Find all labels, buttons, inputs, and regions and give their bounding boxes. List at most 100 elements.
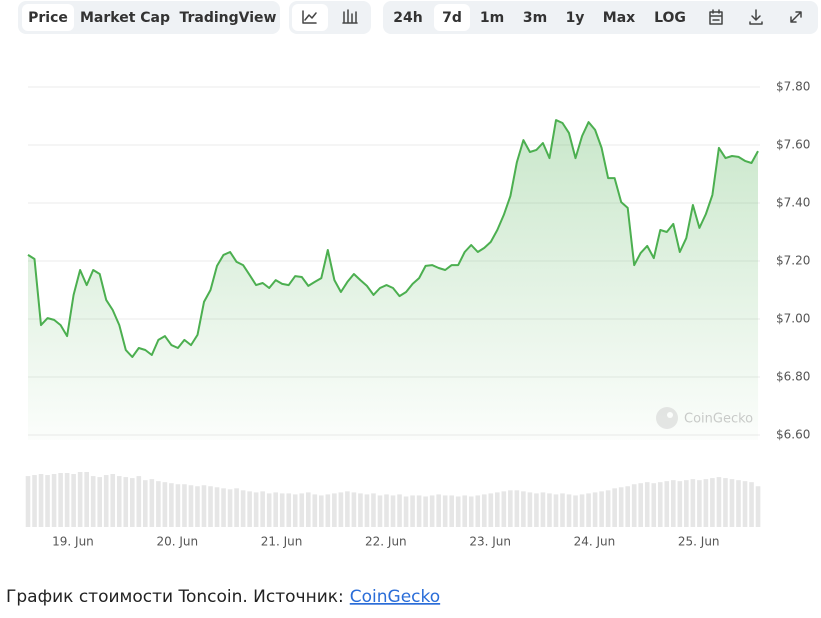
- price-area: [28, 120, 759, 440]
- volume-bar: [736, 480, 741, 527]
- price-line: [27, 119, 759, 358]
- candle-chart-button[interactable]: [342, 9, 358, 24]
- volume-bar: [227, 489, 233, 527]
- volume-bar: [716, 477, 722, 527]
- volume-bar: [755, 486, 761, 527]
- x-tick-label: 20. Jun: [156, 535, 198, 549]
- volume-bar: [214, 487, 220, 527]
- volume-bar: [455, 496, 461, 527]
- volume-bar: [501, 491, 507, 527]
- x-tick-label: 22. Jun: [365, 535, 407, 549]
- volume-bar: [481, 494, 487, 527]
- volume-bar: [149, 479, 155, 527]
- volume-bar: [579, 494, 585, 527]
- tab-button[interactable]: TradingView: [180, 10, 277, 26]
- y-tick-label: $7.40: [776, 196, 810, 210]
- volume-bar: [397, 494, 402, 527]
- volume-bar: [416, 495, 422, 527]
- volume-bar: [25, 476, 31, 527]
- volume-bar: [508, 490, 513, 527]
- volume-bar: [618, 487, 624, 527]
- volume-bar: [703, 479, 709, 527]
- range-button[interactable]: 7d: [434, 4, 470, 31]
- button-label: LOG: [654, 10, 686, 26]
- range-button[interactable]: LOG: [654, 10, 686, 26]
- volume-bar: [45, 475, 50, 527]
- volume-bar: [429, 495, 435, 527]
- x-tick-label: 25. Jun: [678, 535, 720, 549]
- range-button[interactable]: 3m: [523, 10, 547, 26]
- watermark: CoinGecko: [656, 407, 753, 429]
- volume-bar: [423, 496, 428, 527]
- caption: График стоимости Toncoin. Источник: CoinG…: [6, 587, 440, 607]
- button-label: Price: [28, 10, 68, 26]
- button-label: 1y: [566, 10, 585, 26]
- expand-button[interactable]: [790, 11, 802, 23]
- caption-link[interactable]: CoinGecko: [350, 587, 440, 607]
- volume-bar: [521, 491, 526, 527]
- tab-button[interactable]: Price: [22, 4, 74, 31]
- volume-bar: [664, 481, 670, 527]
- volume-bar: [742, 481, 748, 527]
- volume-bar: [38, 474, 44, 527]
- volume-bar: [697, 480, 702, 527]
- volume-bar: [338, 492, 344, 527]
- volume-bar: [390, 495, 396, 527]
- volume-bar: [162, 482, 168, 527]
- volume-bar: [64, 473, 70, 527]
- chart: $6.60 $6.80 $7.00 $7.20 $7.40 $7.60 $7.80 19. J…: [25, 80, 810, 549]
- volume-bar: [208, 486, 213, 527]
- volume-bar: [319, 495, 324, 527]
- calendar-button[interactable]: [709, 9, 723, 25]
- volume-bar: [116, 476, 122, 527]
- volume-bar: [540, 492, 546, 527]
- volume-bar: [729, 479, 735, 527]
- volume-bar: [169, 483, 174, 527]
- volume-bar: [58, 473, 63, 527]
- line-chart-button[interactable]: [292, 4, 328, 31]
- volume-bar: [90, 476, 96, 527]
- tab-button[interactable]: Market Cap: [80, 10, 170, 26]
- x-tick-label: 21. Jun: [261, 535, 303, 549]
- button-label: 3m: [523, 10, 547, 26]
- x-tick-label: 23. Jun: [469, 535, 511, 549]
- range-button[interactable]: Max: [603, 10, 635, 26]
- range-button[interactable]: 1m: [480, 10, 504, 26]
- volume-bar: [136, 476, 142, 527]
- volume-bar: [103, 475, 109, 527]
- volume-bar: [534, 493, 539, 527]
- range-group: [383, 1, 818, 34]
- volume-bar: [279, 493, 285, 527]
- volume-bar: [97, 477, 103, 527]
- volume-bar: [175, 484, 181, 527]
- range-button[interactable]: 24h: [393, 10, 422, 26]
- volume-bar: [129, 478, 135, 527]
- volume-bar: [221, 488, 226, 527]
- volume-bar: [351, 492, 357, 527]
- volume-bar: [468, 496, 474, 527]
- volume-bar: [299, 493, 305, 527]
- x-tick-label: 24. Jun: [574, 535, 616, 549]
- volume-bar: [710, 478, 715, 527]
- volume-bar: [599, 491, 604, 527]
- volume-bar: [547, 493, 552, 527]
- volume-bar: [358, 493, 363, 527]
- volume-bar: [690, 479, 696, 527]
- tab-group: [18, 1, 280, 34]
- volume-bar: [410, 495, 415, 527]
- volume-bar: [234, 488, 239, 527]
- button-label: 24h: [393, 10, 422, 26]
- button-label: 1m: [480, 10, 504, 26]
- volume-bar: [123, 477, 129, 527]
- button-bg: [434, 4, 470, 31]
- volume-bar: [651, 483, 657, 527]
- volume-bar: [436, 494, 441, 527]
- volume-bar: [110, 474, 116, 527]
- range-button[interactable]: 1y: [566, 10, 585, 26]
- volume-bar: [638, 483, 644, 527]
- y-tick-label: $7.80: [776, 80, 810, 94]
- volume-bar: [592, 492, 598, 527]
- button-bg: [22, 4, 74, 31]
- download-button[interactable]: [749, 9, 763, 25]
- volume-bar: [553, 494, 559, 527]
